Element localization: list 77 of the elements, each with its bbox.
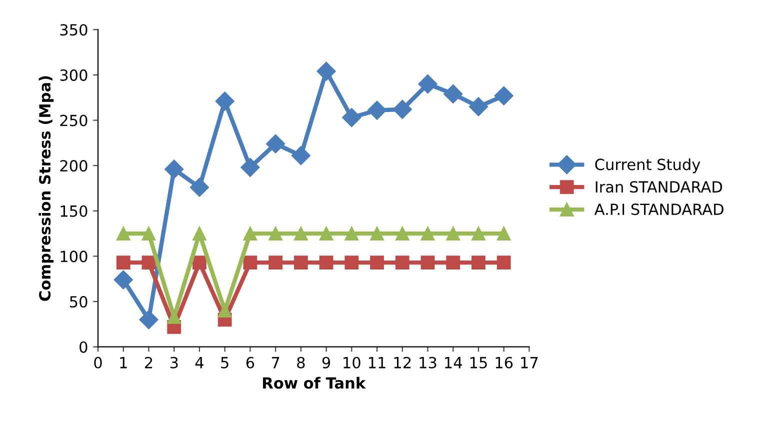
y-tick-label: 250 [60,114,88,126]
x-tick-label: 12 [394,356,411,368]
point [266,134,286,154]
point [167,310,182,324]
point [319,226,334,240]
point [240,158,260,177]
x-axis-title: Row of Tank [263,376,366,389]
point [446,226,460,240]
point [192,256,206,270]
point [116,226,130,240]
point [420,256,435,270]
x-tick-label: 3 [170,356,178,368]
point [344,256,359,270]
point [190,178,209,197]
point [294,226,308,240]
point [316,62,336,81]
point [468,97,488,116]
point [395,256,410,270]
point [294,256,308,270]
point [367,100,387,120]
point [342,108,362,128]
point [472,226,486,240]
legend-label: Iran STANDARAD [596,181,722,193]
point [243,256,258,270]
point [268,226,282,240]
y-axis-title: Compression Stress (Mpa) [38,76,54,301]
x-tick-label: 8 [297,356,305,368]
point [370,226,384,240]
point [496,226,511,240]
y-tick-label: 200 [60,160,88,172]
point [418,74,438,94]
point [446,256,460,270]
point [494,86,514,106]
point [139,310,158,330]
point [344,226,359,240]
y-tick-label: 100 [60,250,88,262]
point [496,256,511,270]
x-tick-label: 11 [368,357,386,368]
x-tick-label: 10 [344,356,360,368]
x-tick-label: 5 [221,357,228,368]
y-tick-label: 150 [60,205,88,217]
point [192,226,206,240]
point [472,256,486,270]
y-tick-label: 350 [60,24,88,36]
x-tick-label: 17 [521,357,538,368]
y-tick-label: 300 [60,69,88,81]
point [291,146,310,166]
x-tick-label: 2 [144,356,152,368]
point [215,92,234,111]
x-tick-label: 15 [470,357,487,368]
point [142,226,156,240]
point [392,100,412,119]
point [114,270,133,290]
point [319,256,334,270]
x-tick-label: 13 [420,356,436,368]
point [370,256,384,270]
x-tick-label: 9 [322,356,330,368]
point [116,256,130,270]
point [444,84,463,104]
x-tick-label: 7 [272,357,280,368]
x-tick-label: 16 [496,356,513,368]
legend-label: A.P.I STANDARAD [594,204,724,216]
y-tick-label: 0 [80,341,88,353]
y-tick-label: 50 [70,296,88,308]
legend-label: Current Study [595,158,700,174]
x-tick-label: 14 [445,357,462,368]
point [420,226,435,240]
point [218,304,232,318]
point [268,256,282,270]
x-tick-label: 0 [94,356,102,368]
point [395,226,410,240]
x-tick-label: 4 [195,357,204,368]
point [243,226,258,240]
x-tick-label: 1 [120,357,127,368]
point [142,256,156,270]
point [164,160,184,179]
x-tick-label: 6 [246,356,254,368]
